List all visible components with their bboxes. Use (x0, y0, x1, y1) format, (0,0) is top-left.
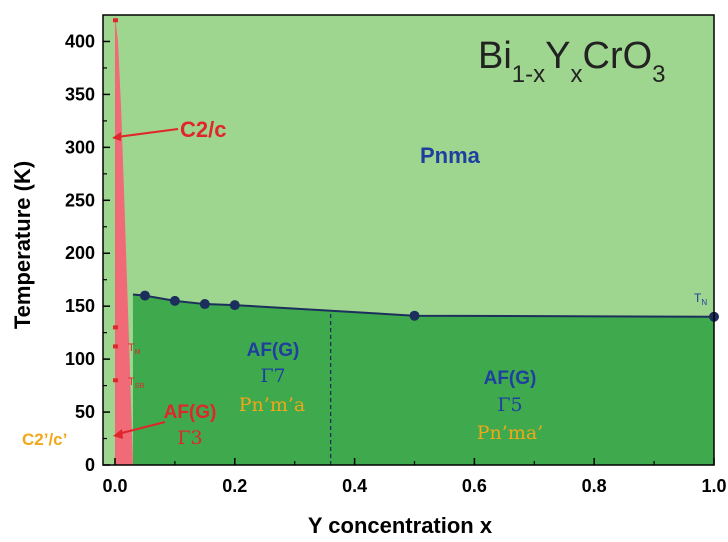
y-axis-label: Temperature (K) (10, 161, 35, 329)
tn-point (139, 290, 150, 301)
c2c-point (112, 18, 118, 23)
af-region (132, 294, 714, 465)
x-tick-label: 0.8 (582, 476, 607, 496)
x-tick-label: 1.0 (701, 476, 726, 496)
y-tick-label: 0 (85, 455, 95, 475)
phase-regions (103, 15, 714, 465)
x-tick-label: 0.4 (342, 476, 367, 496)
gamma7-label: Γ7 (260, 365, 285, 387)
chart-title: Bi1-xYxCrO3 (478, 35, 666, 88)
af-g-label-left: AF(G) (247, 340, 300, 361)
y-tick-label: 200 (65, 243, 95, 263)
pnma-prime-label-left: Pn’m’a (239, 394, 305, 416)
c2c-region (114, 15, 133, 465)
y-tick-label: 100 (65, 349, 95, 369)
x-tick-label: 0.0 (102, 476, 127, 496)
c2c-arrow (116, 128, 179, 138)
c2c-point (112, 344, 118, 349)
gamma3-label: Γ3 (177, 427, 202, 449)
y-tick-label: 250 (65, 190, 95, 210)
neel-temperature-line (132, 293, 715, 318)
y-tick-label: 50 (75, 402, 95, 422)
y-tick-label: 300 (65, 137, 95, 157)
y-tick-label: 150 (65, 296, 95, 316)
c2c-label: C2/c (180, 117, 226, 142)
y-axis-ticks: 0 50 100 150 200 250 300 350 400 (65, 31, 110, 475)
c2c-point (112, 378, 118, 383)
af-g-label-right: AF(G) (484, 368, 537, 389)
y-tick-label: 350 (65, 84, 95, 104)
neel-temperature-points (139, 290, 719, 322)
af-g-label-c2c: AF(G) (164, 402, 217, 423)
x-tick-label: 0.2 (222, 476, 247, 496)
tn-label: TN (694, 291, 707, 307)
pnma-label: Pnma (420, 143, 481, 168)
y-tick-label: 400 (65, 31, 95, 51)
c2c-prime-label: C2’/c’ (22, 430, 67, 449)
x-axis-label: Y concentration x (308, 513, 493, 538)
gamma5-label: Γ5 (497, 394, 522, 416)
x-tick-label: 0.6 (462, 476, 487, 496)
tn-point (169, 295, 180, 306)
x-axis-ticks: 0.0 0.2 0.4 0.6 0.8 1.0 (102, 458, 727, 496)
pnma-prime-label-right: Pn’ma’ (477, 422, 543, 444)
c2c-arrowhead (112, 132, 121, 141)
c2c-transition-points (112, 18, 118, 383)
tn-point (199, 299, 210, 310)
c2c-point (112, 325, 118, 330)
gamma3-arrowhead (113, 429, 123, 439)
plot-frame (102, 14, 715, 466)
tsr-label: TSR (128, 376, 144, 390)
tm-label: TM (128, 342, 141, 356)
tn-point (229, 300, 240, 311)
tn-point (409, 310, 420, 321)
gamma3-arrow (117, 421, 166, 435)
